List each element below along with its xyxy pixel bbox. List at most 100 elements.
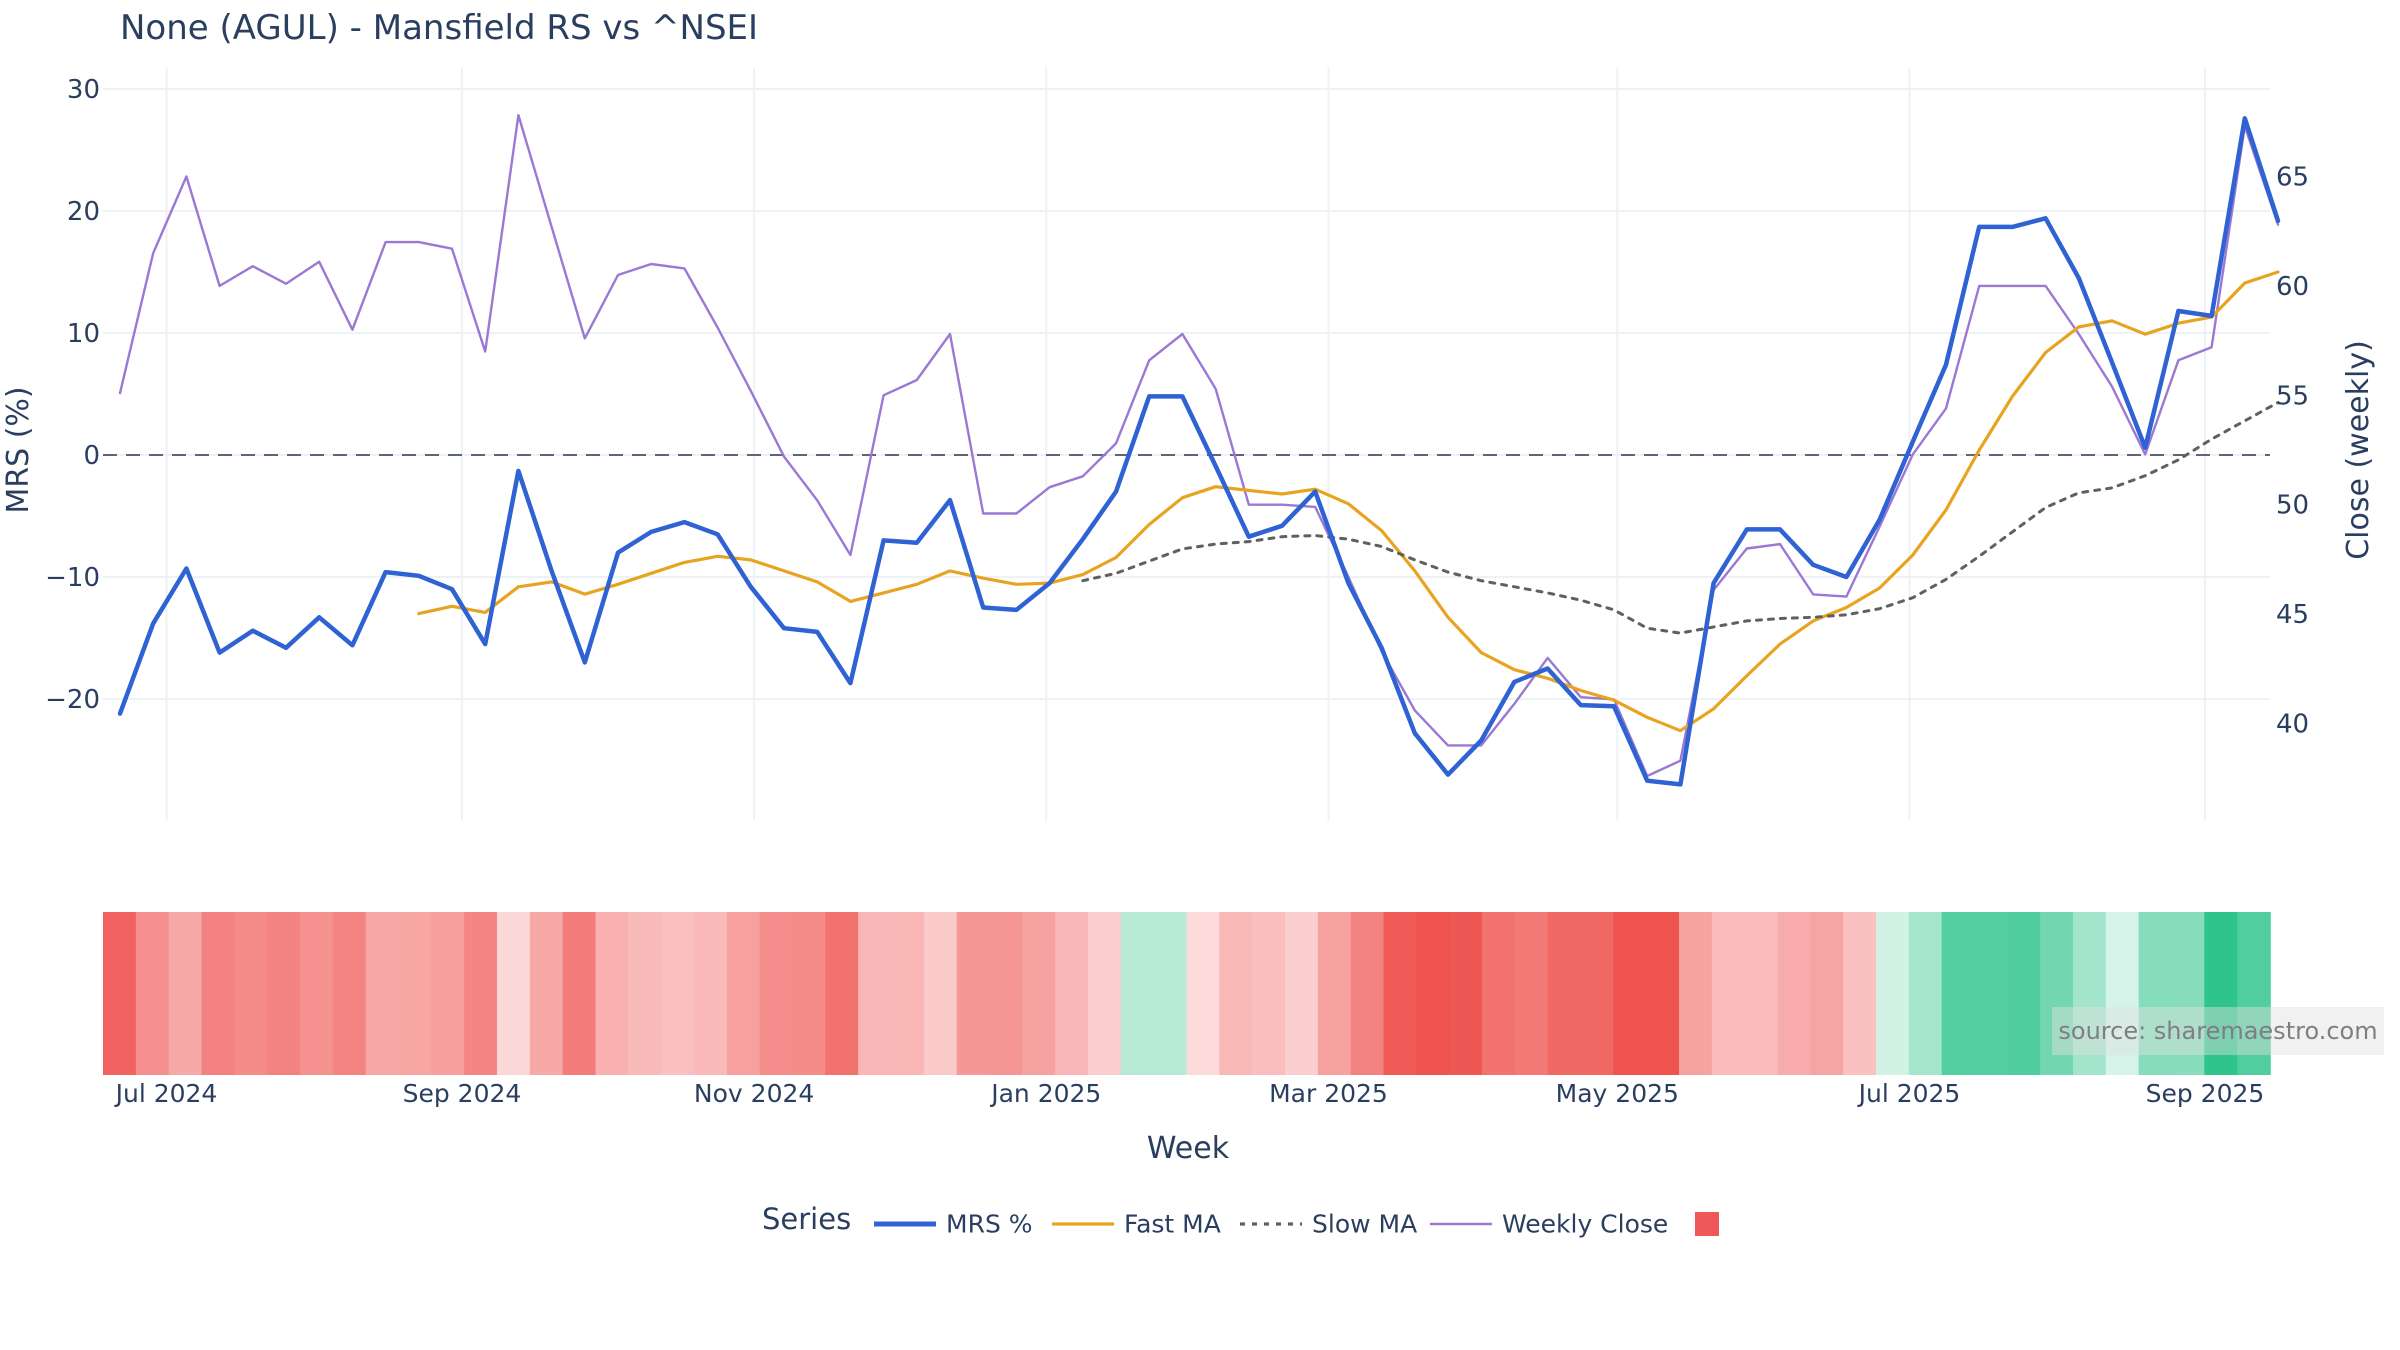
heatmap-cell xyxy=(2040,912,2074,1075)
x-tick-label: Mar 2025 xyxy=(1269,1079,1388,1108)
heatmap-cell xyxy=(792,912,827,1075)
heatmap-cell xyxy=(1252,912,1286,1075)
heatmap-cell xyxy=(1088,912,1122,1075)
heatmap-cell xyxy=(956,912,991,1075)
heatmap-cell xyxy=(1153,912,1188,1075)
heatmap-cell xyxy=(989,912,1024,1075)
x-tick-label: Jul 2025 xyxy=(1857,1079,1961,1108)
heatmap-cell xyxy=(497,912,531,1075)
heatmap-cell xyxy=(726,912,761,1075)
heatmap-cell xyxy=(1219,912,1253,1075)
heatmap-cell xyxy=(1186,912,1221,1075)
y-tick-label: 0 xyxy=(83,441,100,471)
heatmap-cell xyxy=(694,912,728,1075)
heatmap-cell xyxy=(529,912,564,1075)
heatmap-cell xyxy=(1941,912,1976,1075)
y2-tick-label: 60 xyxy=(2276,272,2309,302)
x-tick-label: Sep 2025 xyxy=(2146,1079,2265,1108)
x-tick-label: Sep 2024 xyxy=(403,1079,522,1108)
heatmap-cell xyxy=(1383,912,1418,1075)
heatmap-cell xyxy=(661,912,695,1075)
legend-swatch xyxy=(1695,1212,1719,1236)
y-axis-left: 30 20 10 0 −10 −20 xyxy=(45,75,100,715)
heatmap-cell xyxy=(1777,912,1812,1075)
heatmap-cell xyxy=(628,912,662,1075)
heatmap-cell xyxy=(2204,912,2238,1075)
series-lines xyxy=(117,113,2281,787)
series-line-weekly-close xyxy=(118,113,2280,778)
legend-item-label: Weekly Close xyxy=(1502,1209,1669,1239)
y-tick-label: 20 xyxy=(67,197,100,227)
legend-item-label: Fast MA xyxy=(1124,1209,1221,1239)
heatmap-cell xyxy=(825,912,859,1075)
heatmap-cell xyxy=(464,912,498,1075)
heatmap-cell xyxy=(1580,912,1615,1075)
heatmap-cell xyxy=(1843,912,1877,1075)
heatmap-cell xyxy=(2237,912,2271,1075)
legend-swatch-square xyxy=(1695,1212,1719,1236)
heatmap-cell xyxy=(1876,912,1910,1075)
x-tick-label: Jan 2025 xyxy=(989,1079,1101,1108)
y2-tick-label: 45 xyxy=(2276,600,2309,630)
y2-tick-label: 65 xyxy=(2276,163,2309,193)
y2-axis-label: Close (weekly) xyxy=(2341,340,2376,560)
heatmap-cell xyxy=(923,912,958,1075)
heatmap-cell xyxy=(1482,912,1516,1075)
grid-lines xyxy=(103,68,2270,820)
y-tick-label: 30 xyxy=(67,75,100,105)
heatmap-cell xyxy=(2171,912,2206,1075)
series-line-fast-ma xyxy=(417,270,2280,733)
heatmap-cell xyxy=(168,912,203,1075)
heatmap-cell xyxy=(1317,912,1352,1075)
heatmap-cell xyxy=(300,912,334,1075)
heatmap-cell xyxy=(1350,912,1385,1075)
legend-swatch xyxy=(1430,1222,1492,1226)
series-line-slow-ma xyxy=(1081,401,2280,635)
legend-item[interactable]: Slow MA xyxy=(1238,1208,1417,1239)
x-tick-label: Jul 2024 xyxy=(114,1079,218,1108)
heatmap-cell xyxy=(135,912,170,1075)
y2-tick-label: 40 xyxy=(2276,710,2309,740)
y-axis-right: 65 60 55 50 45 40 xyxy=(2276,163,2309,740)
y-tick-label: 10 xyxy=(67,319,100,349)
legend-item[interactable] xyxy=(1694,1208,1728,1239)
heatmap-cell xyxy=(1646,912,1680,1075)
legend-item-label: MRS % xyxy=(946,1209,1033,1239)
heatmap-cell xyxy=(1744,912,1779,1075)
x-tick-label: May 2025 xyxy=(1556,1079,1679,1108)
heatmap-cell xyxy=(103,912,137,1075)
heatmap-cell xyxy=(1711,912,1746,1075)
legend-item[interactable]: MRS % xyxy=(872,1208,1033,1239)
y2-tick-label: 50 xyxy=(2276,491,2309,521)
heatmap-cell xyxy=(234,912,268,1075)
legend-swatch xyxy=(1052,1222,1114,1226)
legend-item[interactable]: Weekly Close xyxy=(1428,1208,1668,1239)
legend-item-label: Slow MA xyxy=(1312,1209,1418,1239)
legend-swatch xyxy=(874,1221,936,1227)
heatmap-cell xyxy=(858,912,892,1075)
heatmap-cell xyxy=(2138,912,2173,1075)
x-axis-label: Week xyxy=(1147,1131,1230,1166)
heatmap-cell xyxy=(2007,912,2041,1075)
heatmap-cell xyxy=(1613,912,1647,1075)
series-line-mrs xyxy=(117,116,2281,787)
heatmap-cell xyxy=(1285,912,1319,1075)
heatmap-cell xyxy=(431,912,465,1075)
heatmap-cell xyxy=(2105,912,2140,1075)
x-tick-label: Nov 2024 xyxy=(694,1079,814,1108)
heatmap-cell xyxy=(891,912,925,1075)
legend: Series MRS % Fast MA Slow MA Weekly Close xyxy=(0,1200,2400,1250)
heatmap-cell xyxy=(1449,912,1483,1075)
chart-title: None (AGUL) - Mansfield RS vs ^NSEI xyxy=(120,8,759,48)
heatmap-cell xyxy=(1514,912,1549,1075)
y2-tick-label: 55 xyxy=(2276,381,2309,411)
heatmap-cell xyxy=(759,912,794,1075)
legend-item[interactable]: Fast MA xyxy=(1050,1208,1221,1239)
heatmap-cell xyxy=(398,912,433,1075)
source-watermark: source: sharemaestro.com xyxy=(2052,1007,2384,1055)
heatmap-cell xyxy=(1974,912,2009,1075)
heatmap-cell xyxy=(2073,912,2107,1075)
heatmap-cell xyxy=(1547,912,1582,1075)
heatmap-cell xyxy=(267,912,301,1075)
